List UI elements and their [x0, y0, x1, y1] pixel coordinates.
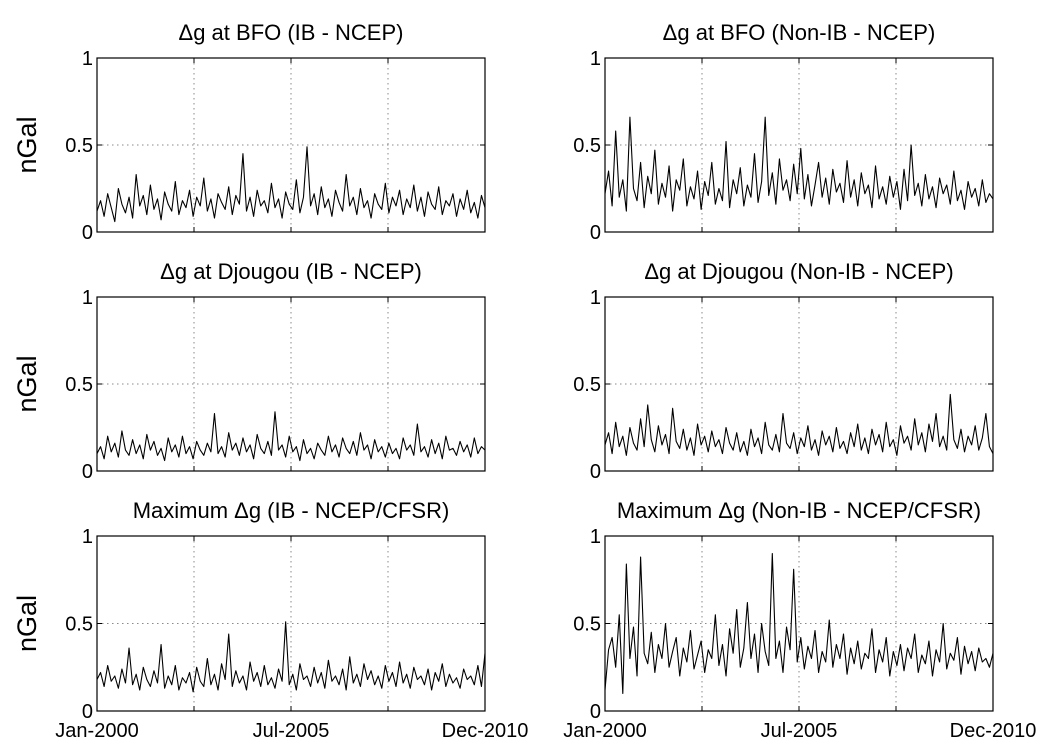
- chart-title: Δg at Djougou (IB - NCEP): [160, 259, 422, 284]
- chart-title: Δg at Djougou (Non-IB - NCEP): [644, 259, 953, 284]
- chart-title: Δg at BFO (Non-IB - NCEP): [663, 20, 936, 45]
- x-tick-label: Dec-2010: [950, 720, 1037, 742]
- y-tick-label: 1: [82, 287, 93, 309]
- y-tick-label: 0.5: [65, 135, 93, 157]
- panel-6: 0 0.5 1 Jan-2000 Jul-2005 Dec-2010 Maximum Δg …: [563, 498, 1036, 742]
- y-tick-label: 0: [590, 222, 601, 244]
- x-tick-label: Jan-2000: [563, 720, 646, 742]
- y-tick-label: 0: [590, 701, 601, 723]
- y-tick-label: 1: [590, 48, 601, 70]
- y-tick-label: 0.5: [65, 374, 93, 396]
- panel-5: 0 0.5 1 Jan-2000 Jul-2005 Dec-2010 Maximum Δg …: [12, 498, 528, 742]
- y-tick-label: 0.5: [573, 614, 601, 636]
- y-tick-label: 1: [590, 287, 601, 309]
- chart-title: Maximum Δg (IB - NCEP/CFSR): [133, 498, 450, 523]
- y-tick-label: 0: [82, 701, 93, 723]
- chart-title: Maximum Δg (Non-IB - NCEP/CFSR): [617, 498, 981, 523]
- y-axis-label: nGal: [12, 595, 42, 652]
- chart-title: Δg at BFO (IB - NCEP): [179, 20, 404, 45]
- y-tick-label: 0: [590, 461, 601, 483]
- panel-1: 0 0.5 1 Δg at BFO (IB - NCEP) nGal: [12, 20, 486, 244]
- y-tick-label: 0.5: [573, 135, 601, 157]
- x-tick-label: Jan-2000: [55, 720, 138, 742]
- series-line: [604, 393, 994, 456]
- series-line: [96, 411, 486, 462]
- x-tick-label: Jul-2005: [253, 720, 330, 742]
- y-axis-label: nGal: [12, 116, 42, 173]
- series-line: [96, 621, 486, 693]
- panel-4: 0 0.5 1 Δg at Djougou (Non-IB - NCEP): [573, 259, 994, 483]
- series-line: [604, 116, 994, 212]
- y-tick-label: 1: [82, 526, 93, 548]
- panel-3: 0 0.5 1 Δg at Djougou (IB - NCEP) nGal: [12, 259, 486, 483]
- y-tick-label: 1: [590, 526, 601, 548]
- y-axis-label: nGal: [12, 355, 42, 412]
- y-tick-label: 1: [82, 48, 93, 70]
- panel-2: 0 0.5 1 Δg at BFO (Non-IB - NCEP): [573, 20, 994, 244]
- y-tick-label: 0: [82, 461, 93, 483]
- x-tick-label: Dec-2010: [442, 720, 529, 742]
- series-line: [604, 552, 994, 695]
- x-tick-label: Jul-2005: [761, 720, 838, 742]
- y-tick-label: 0.5: [573, 374, 601, 396]
- y-tick-label: 0.5: [65, 614, 93, 636]
- y-tick-label: 0: [82, 222, 93, 244]
- series-line: [96, 146, 486, 223]
